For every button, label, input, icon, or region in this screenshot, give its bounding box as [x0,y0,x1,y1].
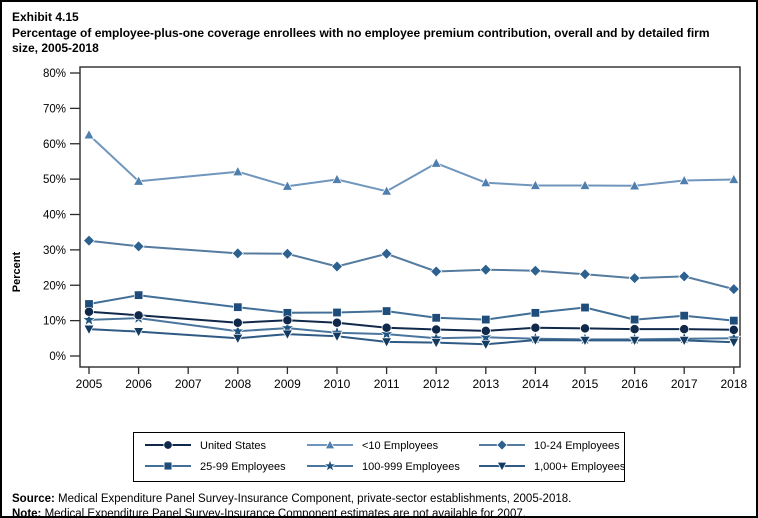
legend-label: 1,000+ Employees [534,461,626,474]
legend-item-100-999-employees: 100-999 Employees [306,458,478,476]
x-axis: 2005 2006 2007 2008 2009 2010 2011 2012 2013 2014… [76,366,747,391]
legend-label: <10 Employees [362,440,439,453]
x-tick-label: 2013 [472,377,499,391]
series-10-24-employees [88,239,735,290]
triangle-up-marker-icon [306,438,354,455]
x-tick-label: 2009 [274,377,301,391]
x-tick-label: 2017 [671,377,698,391]
x-tick-label: 2016 [621,377,648,391]
square-marker-icon [144,459,192,476]
y-tick-label: 10% [43,315,66,327]
header: Exhibit 4.15 Percentage of employee-plus… [2,2,756,57]
legend-label: United States [200,440,267,453]
y-axis-title: Percent [11,251,23,292]
x-tick-label: 2014 [522,377,549,391]
y-tick-label: 70% [43,103,66,115]
legend-item-lt10-employees: <10 Employees [306,438,478,455]
x-tick-label: 2005 [76,377,103,391]
note-text: Medical Expenditure Panel Survey-Insuran… [41,507,526,518]
legend-item-25-99-employees: 25-99 Employees [144,459,306,476]
source-line: Source: Medical Expenditure Panel Survey… [12,492,746,507]
series--10-employees [88,133,734,192]
x-tick-label: 2007 [175,377,202,391]
x-tick-label: 2018 [720,377,747,391]
x-tick-label: 2008 [224,377,251,391]
legend-box: United States <10 Employees 10-24 Employ… [133,431,625,482]
source-label: Source: [12,492,55,505]
note-label: Note: [12,507,42,518]
source-text: Medical Expenditure Panel Survey-Insuran… [54,492,572,505]
exhibit-number: Exhibit 4.15 [12,10,79,24]
y-tick-label: 60% [43,139,66,151]
legend-label: 100-999 Employees [362,461,460,474]
markers-1-000-employees [83,324,740,351]
markers-10-24-employees [83,234,740,295]
y-tick-label: 40% [43,209,66,221]
legend-item-1000plus-employees: 1,000+ Employees [478,459,625,476]
triangle-down-marker-icon [478,459,526,476]
y-tick-label: 30% [43,245,66,257]
legend-label: 25-99 Employees [200,461,286,474]
markers--10-employees [83,128,740,196]
x-tick-label: 2010 [324,377,351,391]
chart-area: Percent 0% 10% 20% 30% 40% 50% 60% 70% 80% 2005 20… [2,59,756,396]
line-chart: 0%10%20%30%40%50%60%70%80%2005 2006 2007 20… [43,66,747,391]
diamond-marker-icon [478,438,526,455]
legend-label: 10-24 Employees [534,440,620,453]
x-tick-label: 2015 [572,377,599,391]
y-axis: 0% 10% 20% 30% 40% 50% 60% 70% 80% [43,68,80,363]
x-tick-label: 2006 [125,377,152,391]
x-tick-label: 2012 [423,377,450,391]
star-marker-icon [306,458,354,476]
markers-united-states [84,306,739,336]
y-tick-label: 0% [49,351,66,363]
y-tick-label: 20% [43,280,66,292]
y-tick-label: 50% [43,174,66,186]
chart-title: Percentage of employee-plus-one coverage… [12,25,710,56]
x-tick-label: 2011 [374,377,400,391]
plot-frame [79,66,741,368]
y-tick-label: 80% [43,68,66,80]
legend-item-united-states: United States [144,438,306,455]
legend-item-10-24-employees: 10-24 Employees [478,438,620,455]
circle-marker-icon [144,438,192,455]
footer: Source: Medical Expenditure Panel Survey… [2,482,756,518]
note-line: Note: Medical Expenditure Panel Survey-I… [12,507,746,518]
